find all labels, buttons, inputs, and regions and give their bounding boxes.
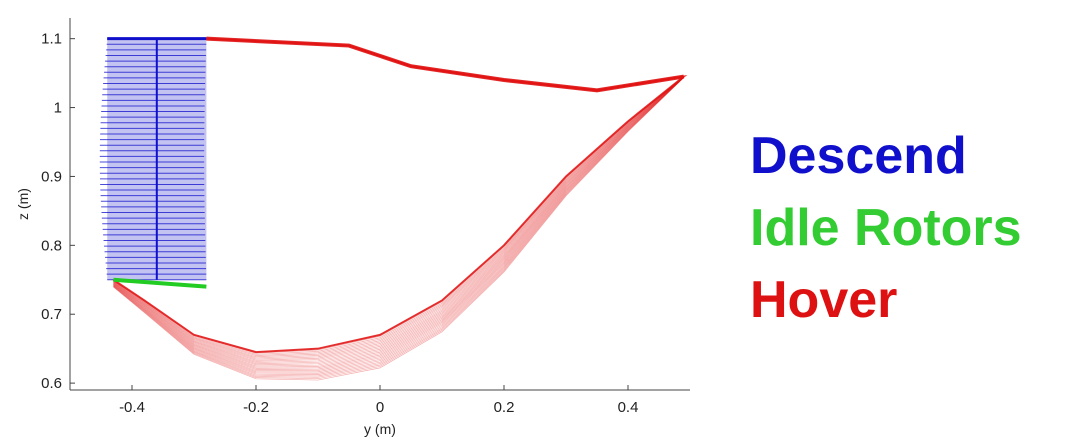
y-tick-label: 0.8 — [41, 237, 62, 254]
hover-ghost-frame — [113, 76, 685, 370]
hover-ghost-frame — [113, 77, 685, 380]
idle-rotors-line — [113, 277, 207, 289]
hover-ghost-frame — [113, 77, 685, 375]
y-tick-label: 0.7 — [41, 306, 62, 323]
x-tick-label: -0.2 — [243, 399, 269, 416]
hover-ghost-frame — [113, 77, 685, 373]
trajectory-plot: -0.4 -0.2 0 0.2 0.4 0.6 0.7 0.8 0.9 1 1.1 y (m) z … — [15, 18, 690, 437]
y-tick-label: 0.6 — [41, 375, 62, 392]
hover-ghost-frame — [113, 77, 685, 374]
y-tick-label: 1.1 — [41, 31, 62, 48]
hover-ghost-frame — [113, 76, 685, 368]
hover-ghost-frame — [113, 77, 685, 381]
hover-series — [112, 36, 688, 381]
hover-ghost-frame — [113, 76, 685, 367]
hover-ghost-frame — [113, 76, 685, 355]
legend-descend: Descend — [750, 127, 967, 185]
hover-ghost-frame — [113, 77, 685, 372]
hover-upper-edge — [206, 36, 685, 93]
x-tick-label: 0.2 — [494, 399, 515, 416]
y-axis-label: z (m) — [15, 188, 31, 220]
legend-hover: Hover — [750, 271, 898, 329]
plot-marks — [99, 36, 688, 381]
y-tick-label: 1 — [54, 100, 62, 117]
hover-ghost-frame — [113, 76, 685, 359]
hover-ghost-frame — [113, 76, 685, 363]
hover-ghost-frame — [113, 76, 685, 358]
y-tick-label: 0.9 — [41, 168, 62, 185]
hover-ghost-frame — [113, 76, 685, 362]
hover-ghost-frame — [113, 76, 685, 360]
plot-ticks: -0.4 -0.2 0 0.2 0.4 0.6 0.7 0.8 0.9 1 1.1 — [41, 31, 638, 416]
hover-ghost-frame — [113, 77, 685, 377]
hover-ghost-frame — [113, 76, 685, 361]
hover-ghost-frame — [113, 76, 685, 365]
x-tick-label: -0.4 — [119, 399, 145, 416]
descend-series — [99, 37, 207, 281]
hover-ghost-frame — [113, 76, 685, 366]
legend-idle-rotors: Idle Rotors — [750, 199, 1022, 257]
x-axis-label: y (m) — [364, 421, 396, 437]
x-tick-label: 0.4 — [618, 399, 639, 416]
x-tick-label: 0 — [376, 399, 384, 416]
hover-ghost-frame — [113, 76, 685, 356]
idle-rotors-series — [113, 277, 207, 289]
hover-ghost-frame — [113, 76, 685, 369]
hover-ghost-frame — [113, 77, 685, 378]
